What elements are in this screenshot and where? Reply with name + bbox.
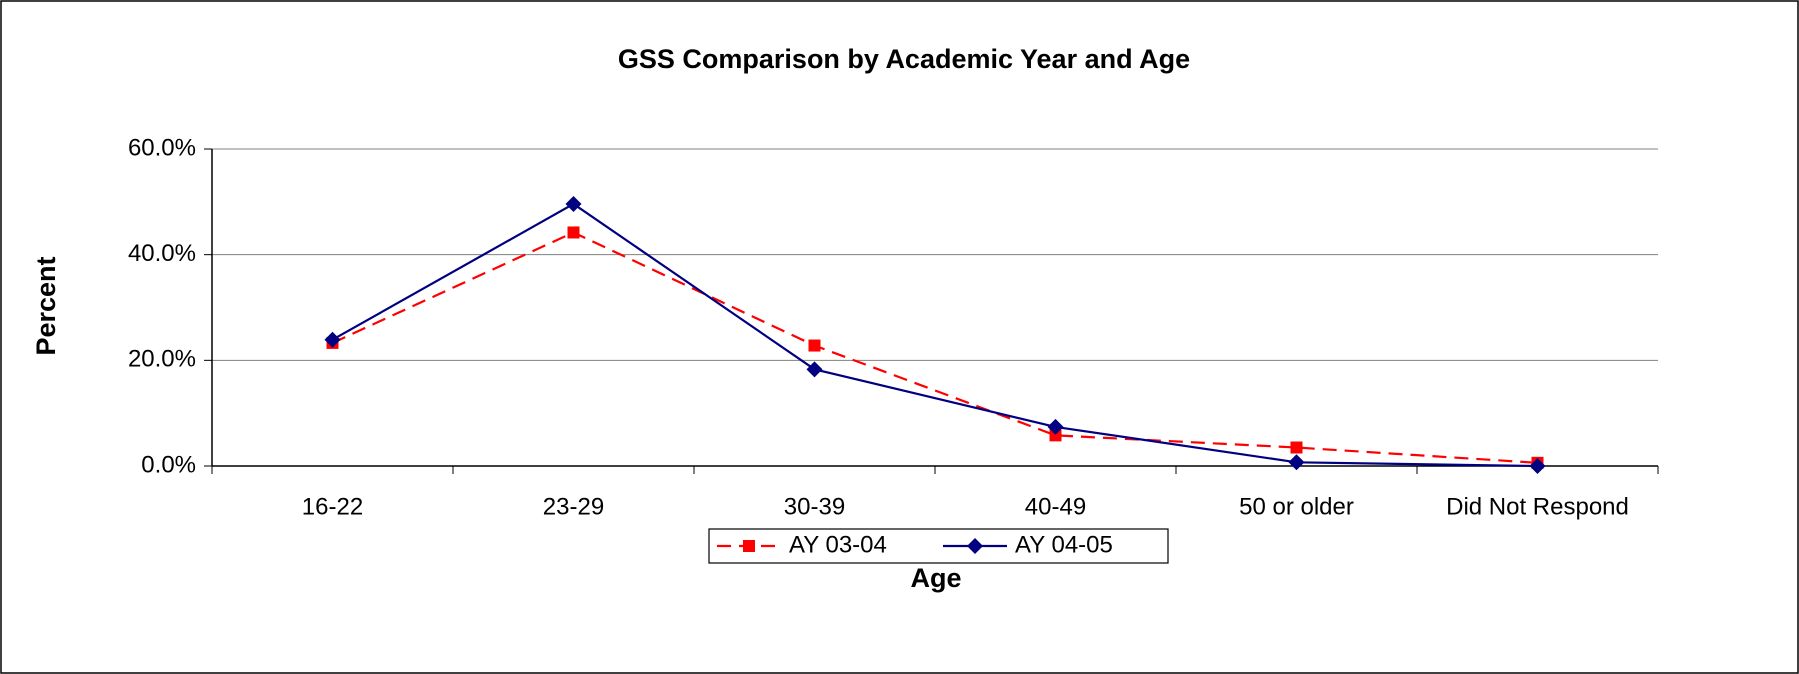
series-line	[332, 231, 1538, 464]
legend-label: AY 04-05	[1015, 531, 1113, 558]
data-point	[567, 226, 580, 239]
data-point	[565, 195, 582, 212]
x-tick-label: Did Not Respond	[1446, 493, 1629, 520]
data-point	[324, 331, 341, 348]
y-tick-label: 40.0%	[128, 240, 196, 267]
data-point	[808, 339, 821, 352]
y-tick-label: 0.0%	[141, 451, 196, 478]
x-tick-label: 50 or older	[1239, 493, 1354, 520]
data-point	[806, 361, 823, 378]
chart-title: GSS Comparison by Academic Year and Age	[618, 44, 1190, 74]
y-tick-label: 60.0%	[128, 134, 196, 161]
data-point	[1288, 454, 1305, 471]
data-point	[1047, 418, 1064, 435]
data-point	[1290, 441, 1303, 454]
data-point	[1049, 429, 1062, 442]
y-axis-label: Percent	[31, 256, 61, 355]
series-line	[331, 202, 1538, 468]
y-tick-label: 20.0%	[128, 346, 196, 373]
legend-marker	[743, 540, 755, 552]
legend-box	[708, 528, 1169, 564]
x-tick-label: 40-49	[1025, 493, 1086, 520]
x-axis-label: Age	[910, 563, 961, 593]
x-tick-label: 23-29	[543, 493, 604, 520]
x-tick-label: 30-39	[784, 493, 845, 520]
legend-marker	[967, 538, 983, 554]
legend-label: AY 03-04	[789, 531, 887, 558]
x-tick-label: 16-22	[302, 493, 363, 520]
data-point	[1529, 458, 1546, 474]
